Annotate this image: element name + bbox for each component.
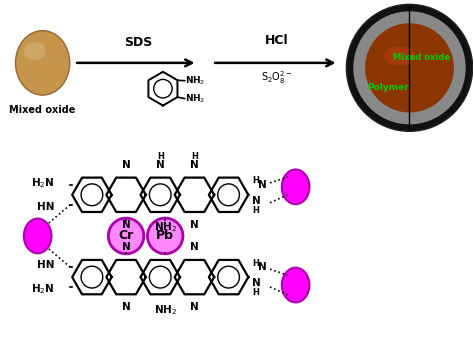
Text: NH$_2$: NH$_2$	[185, 92, 205, 105]
Text: H$_2$N: H$_2$N	[31, 282, 55, 296]
Circle shape	[353, 11, 466, 124]
Text: N: N	[122, 242, 130, 252]
Text: N: N	[190, 220, 199, 230]
Ellipse shape	[24, 219, 52, 253]
Text: N: N	[156, 160, 164, 170]
Text: Mixed oxide: Mixed oxide	[393, 54, 450, 62]
Text: N: N	[258, 180, 267, 190]
Text: HN: HN	[37, 260, 55, 270]
Text: HCl: HCl	[264, 34, 288, 47]
Circle shape	[147, 218, 183, 254]
Text: N: N	[190, 160, 199, 170]
Text: Pb: Pb	[156, 230, 174, 242]
Text: NH$_2$: NH$_2$	[185, 75, 205, 87]
Text: N: N	[258, 262, 267, 272]
Text: N: N	[252, 278, 261, 288]
Text: H: H	[191, 152, 198, 161]
Text: N: N	[122, 302, 130, 312]
Text: N: N	[252, 196, 261, 206]
Text: H: H	[252, 176, 259, 185]
Text: Cr: Cr	[118, 230, 134, 242]
Ellipse shape	[384, 46, 415, 66]
Text: NH$_2$: NH$_2$	[154, 303, 177, 317]
Text: NH$_2$: NH$_2$	[154, 221, 177, 234]
Text: HN: HN	[37, 202, 55, 212]
Text: Mixed oxide: Mixed oxide	[9, 104, 76, 115]
Text: N: N	[190, 302, 199, 312]
Text: S$_2$O$_8^{2-}$: S$_2$O$_8^{2-}$	[261, 69, 292, 86]
Circle shape	[346, 4, 473, 131]
Circle shape	[109, 218, 144, 254]
Ellipse shape	[16, 31, 70, 95]
Text: H: H	[157, 152, 164, 161]
Text: H: H	[252, 206, 259, 215]
Text: H: H	[252, 288, 259, 298]
Text: N: N	[122, 160, 130, 170]
Ellipse shape	[282, 170, 310, 204]
Text: H$_2$N: H$_2$N	[31, 176, 55, 190]
Ellipse shape	[24, 42, 46, 60]
Circle shape	[365, 23, 454, 113]
Text: SDS: SDS	[124, 36, 153, 49]
Text: N: N	[122, 220, 130, 230]
Ellipse shape	[282, 268, 310, 302]
Text: N: N	[190, 242, 199, 252]
Text: Polymer: Polymer	[367, 83, 409, 92]
Text: H: H	[252, 259, 259, 268]
